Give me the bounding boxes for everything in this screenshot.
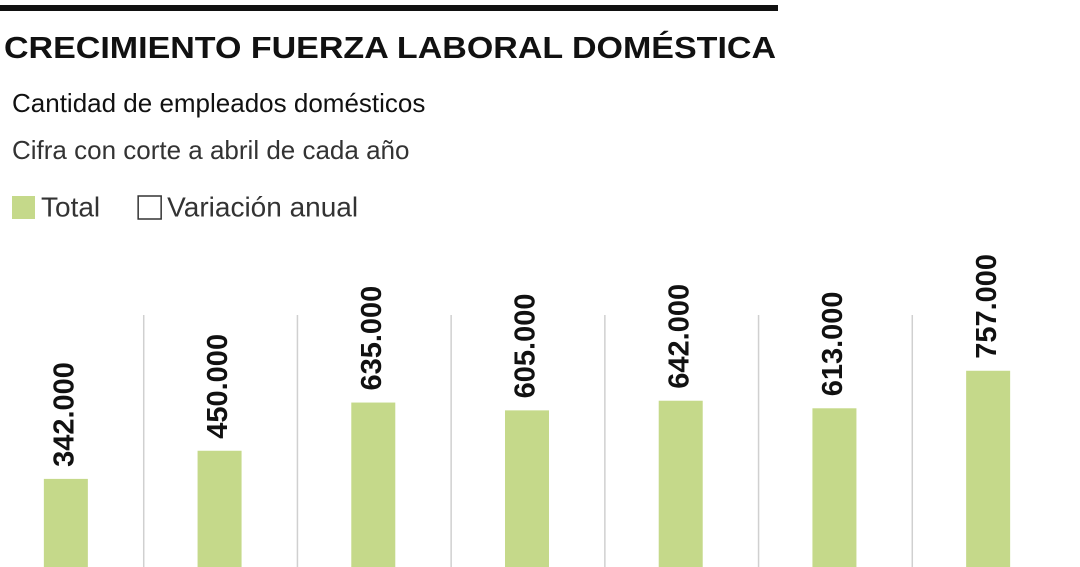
value-label: 342.000 bbox=[49, 362, 81, 467]
legend-swatch bbox=[12, 196, 35, 219]
chart-title: CRECIMIENTO FUERZA LABORAL DOMÉSTICA bbox=[4, 30, 776, 65]
value-label: 605.000 bbox=[510, 294, 542, 399]
legend-swatch bbox=[137, 195, 162, 220]
bar bbox=[812, 408, 857, 567]
bar bbox=[505, 410, 549, 567]
value-label: 450.000 bbox=[202, 334, 234, 439]
bar bbox=[197, 450, 242, 567]
bar bbox=[43, 478, 88, 567]
value-label: 635.000 bbox=[356, 286, 388, 391]
bar bbox=[351, 402, 396, 567]
bar bbox=[966, 370, 1011, 567]
chart-note: Cifra con corte a abril de cada año bbox=[12, 135, 409, 165]
value-label: 757.000 bbox=[971, 254, 1003, 359]
top-rule bbox=[0, 5, 778, 11]
chart-subtitle: Cantidad de empleados domésticos bbox=[12, 88, 425, 118]
bar bbox=[658, 400, 703, 567]
legend-label: Total bbox=[41, 191, 100, 222]
value-label: 613.000 bbox=[817, 291, 849, 396]
value-label: 642.000 bbox=[663, 284, 695, 389]
legend-label: Variación anual bbox=[167, 191, 358, 222]
